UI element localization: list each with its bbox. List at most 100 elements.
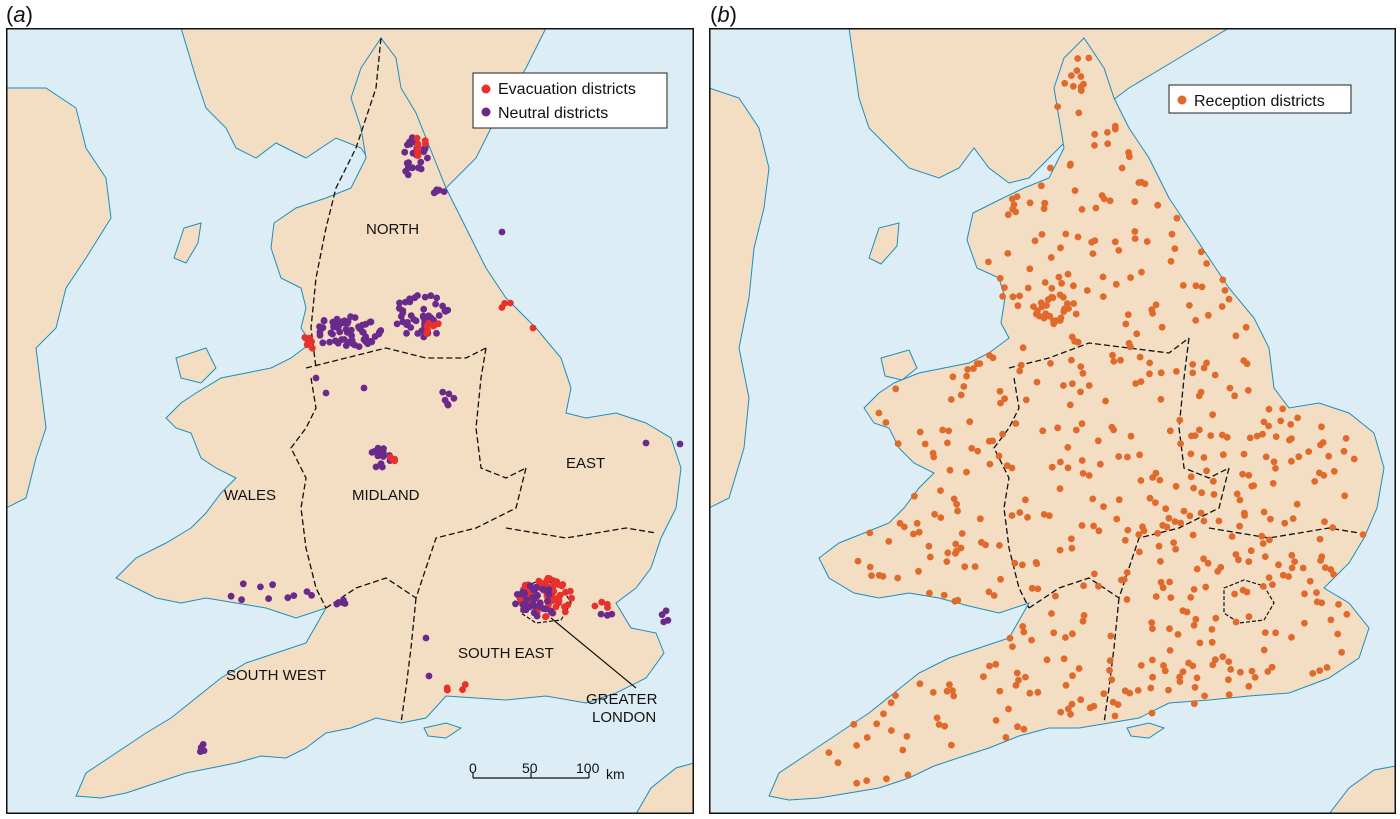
neutral-district-dot	[360, 384, 368, 392]
reception-district-dot	[1022, 496, 1029, 504]
reception-district-dot	[1253, 432, 1261, 440]
reception-district-dot	[1187, 450, 1195, 458]
reception-district-dot	[1077, 696, 1085, 704]
reception-district-dot	[1200, 364, 1208, 372]
reception-district-dot	[1227, 666, 1235, 673]
reception-district-dot	[1047, 254, 1055, 261]
reception-district-dot	[1131, 235, 1139, 243]
callout-line	[550, 617, 637, 689]
legend-marker-reception	[1177, 95, 1187, 105]
reception-district-dot	[1165, 514, 1173, 522]
reception-district-dot	[1291, 558, 1298, 565]
reception-district-dot	[1287, 421, 1295, 428]
reception-district-dot	[1112, 280, 1120, 288]
reception-district-dot	[1289, 515, 1297, 522]
reception-district-dot	[1266, 536, 1273, 544]
reception-district-dot	[1259, 540, 1267, 547]
reception-district-dot	[1046, 312, 1054, 320]
reception-district-dot	[1075, 665, 1083, 672]
frame-b	[709, 28, 1396, 814]
frame-a	[6, 28, 694, 814]
reception-district-dot	[1008, 464, 1016, 472]
reception-district-dot	[935, 721, 943, 728]
evacuation-district-dot	[501, 300, 508, 307]
reception-district-dot	[1225, 658, 1233, 665]
reception-district-dot	[1306, 577, 1314, 585]
reception-district-dot	[1056, 485, 1064, 493]
ireland-landmass	[709, 87, 770, 509]
reception-district-dot	[1268, 663, 1276, 671]
reception-district-dot	[1294, 414, 1301, 422]
reception-district-dot	[1005, 705, 1012, 713]
evacuation-district-dot	[529, 324, 537, 332]
reception-district-dot	[1132, 380, 1140, 387]
reception-district-dot	[1342, 435, 1350, 442]
reception-district-dot	[1065, 305, 1072, 312]
neutral-district-dot	[290, 592, 298, 599]
reception-district-dot	[1155, 542, 1163, 550]
neutral-district-dot	[417, 158, 425, 166]
reception-district-dot	[1086, 704, 1094, 712]
reception-district-dot	[1107, 632, 1115, 640]
reception-district-dot	[1110, 358, 1118, 365]
reception-district-dot	[1305, 448, 1313, 455]
reception-district-dot	[1020, 628, 1028, 636]
reception-district-dot	[1134, 687, 1142, 694]
reception-district-dot	[1050, 629, 1058, 637]
reception-district-dot	[1244, 387, 1252, 394]
reception-district-dot	[1054, 103, 1061, 110]
reception-district-dot	[1002, 734, 1010, 741]
neutral-district-dot	[347, 326, 355, 334]
reception-district-dot	[1125, 339, 1133, 347]
reception-district-dot	[1320, 472, 1328, 479]
reception-district-dot	[1176, 673, 1183, 681]
france-landmass	[1328, 765, 1396, 814]
reception-district-dot	[1275, 561, 1282, 569]
reception-district-dot	[948, 741, 955, 749]
reception-district-dot	[1047, 360, 1054, 367]
reception-district-dot	[863, 734, 871, 741]
reception-district-dot	[995, 452, 1003, 460]
reception-district-dot	[1202, 583, 1210, 591]
reception-district-dot	[1245, 558, 1253, 565]
reception-district-dot	[1009, 643, 1016, 650]
neutral-district-dot	[414, 330, 422, 337]
neutral-district-dot	[377, 460, 385, 468]
reception-district-dot	[1011, 559, 1019, 567]
neutral-district-dot	[425, 672, 433, 680]
reception-district-dot	[1019, 623, 1027, 630]
reception-district-dot	[953, 500, 960, 508]
reception-district-dot	[1251, 674, 1259, 681]
reception-district-dot	[937, 514, 945, 521]
reception-district-dot	[1261, 553, 1269, 560]
reception-district-dot	[1069, 380, 1076, 388]
reception-district-dot	[1214, 568, 1222, 575]
reception-district-dot	[1074, 233, 1082, 241]
reception-district-dot	[954, 507, 961, 515]
reception-district-dot	[999, 293, 1006, 300]
reception-district-dot	[1125, 149, 1132, 156]
evacuation-district-dot	[564, 601, 572, 609]
reception-district-dot	[1131, 228, 1139, 235]
reception-district-dot	[985, 588, 993, 596]
reception-district-dot	[1191, 683, 1199, 691]
neutral-district-dot	[498, 228, 506, 236]
reception-district-dot	[1154, 201, 1162, 209]
neutral-district-dot	[284, 594, 292, 602]
reception-district-dot	[1148, 709, 1156, 717]
neutral-district-dot	[427, 292, 435, 300]
neutral-district-dot	[200, 747, 208, 754]
reception-district-dot	[986, 460, 994, 468]
reception-district-dot	[1158, 323, 1166, 331]
reception-district-dot	[1126, 689, 1134, 697]
region-label-wales: WALES	[224, 487, 276, 504]
reception-district-dot	[1072, 426, 1080, 434]
reception-district-dot	[1219, 276, 1227, 284]
reception-district-dot	[1148, 306, 1156, 314]
reception-district-dot	[1085, 382, 1093, 389]
reception-district-dot	[1190, 586, 1198, 593]
reception-district-dot	[1041, 199, 1048, 207]
reception-district-dot	[1062, 230, 1070, 238]
neutral-district-dot	[407, 324, 415, 331]
reception-district-dot	[1186, 302, 1193, 309]
